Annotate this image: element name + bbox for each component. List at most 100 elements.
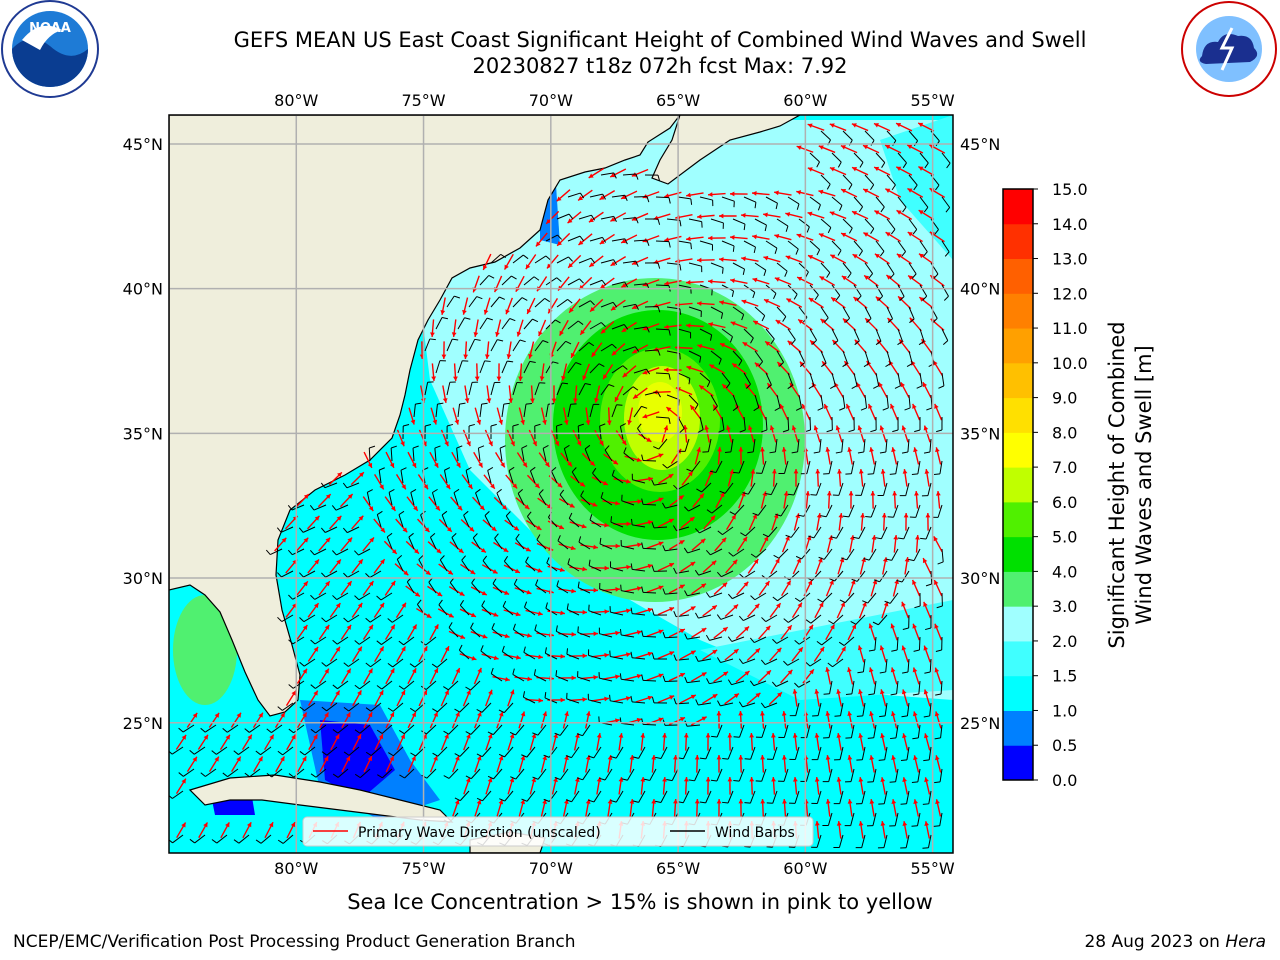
wind-barb-shaft [823, 548, 833, 560]
wave-arrow-head [434, 624, 439, 630]
wind-barb-shaft [677, 284, 691, 289]
wind-barb-flag [699, 801, 706, 804]
wave-arrow-head [787, 669, 793, 675]
wind-barb-shaft [568, 518, 580, 528]
wave-arrow-head [482, 634, 488, 639]
wind-barb-flag [879, 715, 886, 718]
wave-arrow-head [732, 363, 738, 368]
wave-arrow-head [710, 515, 716, 521]
wind-barb-shaft [655, 196, 670, 199]
wind-barb-flag [826, 183, 831, 190]
wind-barb-flag [484, 360, 491, 362]
wind-barb-flag [557, 234, 563, 240]
wave-arrow-head [626, 564, 631, 570]
wind-barb-shaft [314, 592, 327, 600]
wave-arrow-head [858, 469, 864, 474]
wind-barb-flag [799, 362, 806, 368]
wind-barb-flag [369, 445, 376, 449]
wind-barb-shaft [940, 680, 943, 695]
wave-arrow-head [588, 173, 594, 178]
wave-arrow-head [752, 234, 757, 240]
wind-barb-flag [354, 640, 360, 645]
wave-arrow-head [841, 188, 847, 194]
wind-barb-shaft [671, 768, 679, 781]
wind-barb-shaft [615, 790, 624, 803]
wind-barb-shaft [545, 404, 549, 418]
wave-arrow-head [829, 579, 834, 585]
wave-arrow-head [666, 407, 672, 412]
wave-arrow-head [478, 462, 483, 468]
wind-barb-flag [431, 663, 438, 668]
wave-arrow-head [236, 712, 241, 718]
wind-barb-flag [875, 340, 882, 346]
wave-arrow-head [390, 505, 396, 511]
colorbar-segment [1003, 501, 1033, 538]
wave-arrow-head [610, 217, 616, 222]
wave-arrow-head [802, 404, 807, 410]
wind-barb-shaft [523, 651, 536, 660]
wind-barb-shaft [743, 328, 754, 339]
wind-barb-shaft [664, 680, 679, 683]
wind-barb-flag [892, 429, 899, 433]
wind-barb-flag [320, 527, 326, 533]
wind-barb-shaft [501, 275, 512, 286]
wind-barb-shaft [906, 790, 910, 804]
wave-arrow-head [902, 821, 908, 826]
wind-barb-shaft [727, 790, 734, 804]
wave-arrow-head [508, 398, 514, 403]
wind-barb-flag [870, 429, 877, 433]
wave-arrow-head [504, 633, 510, 639]
wind-barb-shaft [754, 306, 766, 317]
wind-barb-shaft [370, 746, 382, 756]
wind-barb-flag [484, 511, 490, 516]
wind-barb-shaft [798, 636, 811, 645]
wind-barb-flag [277, 706, 283, 711]
wave-arrow-head [869, 447, 874, 453]
wave-arrow-head [567, 461, 572, 467]
wind-barb-flag [842, 515, 849, 518]
wind-barb-flag [933, 825, 940, 827]
wave-arrow-head [526, 589, 532, 595]
wind-barb-flag [935, 649, 942, 652]
wind-barb-flag [839, 599, 846, 604]
wind-barb-shaft [505, 515, 514, 528]
wave-arrow-head [604, 696, 609, 702]
wind-barb-shaft [908, 218, 918, 230]
wind-barb-shaft [632, 524, 646, 528]
wave-arrow-head [678, 495, 684, 500]
wind-barb-flag [747, 451, 754, 454]
wind-barb-flag [785, 225, 789, 232]
wave-arrow-head [880, 689, 885, 695]
wind-barb-shaft [337, 768, 349, 778]
wind-barb-flag [690, 243, 692, 250]
wave-arrow-head [460, 634, 466, 639]
wave-arrow-head [390, 668, 395, 674]
wind-barb-shaft [470, 627, 481, 638]
wind-barb-shaft [809, 196, 821, 206]
wind-barb-flag [497, 339, 504, 342]
wind-barb-flag [752, 512, 759, 516]
wave-arrow-head [795, 513, 800, 519]
wave-arrow-head [913, 447, 918, 453]
wind-barb-shaft [745, 526, 756, 537]
wind-barb-shaft [424, 382, 429, 396]
wind-barb-flag [645, 368, 651, 375]
wave-arrow-head [836, 733, 842, 738]
wave-arrow-head [902, 777, 907, 783]
wind-barb-shaft [787, 416, 790, 431]
wind-barb-flag [651, 696, 655, 704]
wind-barb-flag [867, 737, 874, 739]
wind-barb-shaft [883, 790, 888, 804]
colorbar-frame [1002, 188, 1034, 781]
wind-barb-shaft [755, 548, 767, 558]
wave-arrow-head [509, 777, 515, 783]
wave-arrow-head [520, 419, 525, 425]
wave-arrow-head [694, 755, 700, 760]
footer-credit: NCEP/EMC/Verification Post Processing Pr… [13, 932, 576, 952]
wave-arrow-head [539, 376, 545, 381]
wind-barb-flag [909, 318, 915, 324]
wave-arrow-head [411, 668, 417, 674]
wave-arrow-head [410, 419, 416, 425]
wind-barb-shaft [523, 404, 527, 418]
wind-barb-flag [902, 627, 909, 630]
